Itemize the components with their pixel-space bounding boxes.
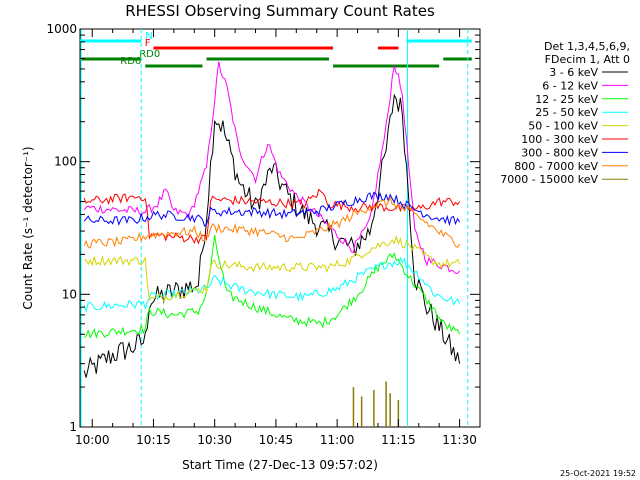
legend-entry-label: 3 - 6 keV [549, 66, 598, 79]
footer-timestamp: 25-Oct-2021 19:52 [560, 469, 636, 478]
x-tick-label: 10:15 [136, 433, 171, 447]
flag-label: RD6 [120, 56, 141, 67]
chart-title: RHESSI Observing Summary Count Rates [125, 2, 435, 20]
x-tick-label: 11:30 [442, 433, 477, 447]
series-group [83, 61, 461, 427]
y-axis-label: Count Rate (s⁻¹ detector⁻¹) [21, 146, 35, 309]
series-line [83, 234, 461, 340]
legend-entry-label: 50 - 100 keV [528, 120, 598, 133]
legend: Det 1,3,4,5,6,9,FDecim 1, Att 03 - 6 keV… [500, 40, 630, 186]
flag-label: N [145, 31, 152, 42]
y-axis-ticks: 1 10 100 1000 [46, 22, 480, 434]
legend-entry-label: 6 - 12 keV [542, 79, 598, 92]
legend-entry-label: 25 - 50 keV [535, 106, 598, 119]
series-line [83, 61, 460, 274]
x-tick-label: 10:30 [197, 433, 232, 447]
y-tick-label: 1000 [46, 22, 77, 36]
x-tick-label: 10:00 [75, 433, 110, 447]
series-line [83, 191, 461, 227]
legend-entry-label: 100 - 300 keV [521, 133, 598, 146]
flag-label: RD0 [139, 49, 160, 60]
plot-frame [79, 28, 481, 428]
legend-entry-label: 7000 - 15000 keV [500, 173, 598, 186]
legend-entry-label: 12 - 25 keV [535, 93, 598, 106]
y-tick-label: 10 [62, 287, 77, 301]
legend-entry-label: 800 - 7000 keV [514, 160, 598, 173]
series-line [83, 195, 461, 249]
series-line [83, 256, 461, 314]
series-line [83, 93, 461, 378]
y-tick-label: 100 [54, 155, 77, 169]
x-tick-label: 10:45 [259, 433, 294, 447]
legend-entry-label: 300 - 800 keV [521, 146, 598, 159]
x-tick-label: 11:00 [320, 433, 355, 447]
x-tick-label: 11:15 [381, 433, 416, 447]
y-tick-label: 1 [69, 420, 77, 434]
x-axis-ticks: 10:00 10:15 10:30 10:45 11:00 11:15 11:30 [75, 29, 481, 447]
legend-header: Det 1,3,4,5,6,9, [544, 40, 630, 53]
legend-header: FDecim 1, Att 0 [545, 53, 630, 66]
series-line [84, 234, 461, 303]
x-axis-label: Start Time (27-Dec-13 09:57:02) [182, 458, 378, 472]
flag-label: F [145, 38, 151, 49]
